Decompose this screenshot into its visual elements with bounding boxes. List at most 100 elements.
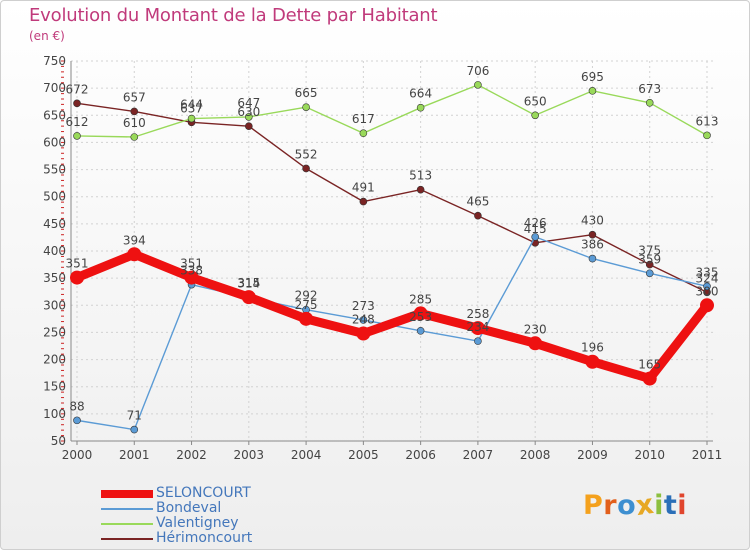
x-tick-label: 2004 xyxy=(291,448,322,462)
y-tick-label: 550 xyxy=(43,163,66,177)
data-label: 617 xyxy=(352,112,375,126)
x-tick-label: 2003 xyxy=(234,448,265,462)
legend-swatch xyxy=(101,508,153,510)
data-label: 285 xyxy=(409,292,432,306)
data-label: 234 xyxy=(466,320,489,334)
data-label: 71 xyxy=(127,409,142,423)
series-point xyxy=(645,260,654,269)
y-tick-label: 500 xyxy=(43,190,66,204)
data-label: 165 xyxy=(638,358,661,372)
logo-letter: o xyxy=(617,490,637,521)
y-tick-label: 250 xyxy=(43,325,66,339)
series-point xyxy=(703,282,711,291)
logo-letter: i xyxy=(677,490,688,521)
data-label: 630 xyxy=(237,105,260,119)
data-label: 248 xyxy=(352,313,375,327)
series-point xyxy=(642,371,657,386)
series-point xyxy=(73,99,81,108)
logo-letter: x xyxy=(634,488,657,523)
y-tick-label: 150 xyxy=(43,380,66,394)
data-label: 665 xyxy=(295,86,318,100)
data-label: 644 xyxy=(180,98,203,112)
series-point xyxy=(416,326,425,335)
series-point xyxy=(416,103,425,112)
data-label: 375 xyxy=(638,244,661,258)
x-tick-label: 2007 xyxy=(463,448,494,462)
series-point xyxy=(700,298,714,313)
series-point xyxy=(359,197,368,206)
series-point xyxy=(531,233,539,241)
y-tick-label: 50 xyxy=(51,434,66,448)
legend-label: Valentigney xyxy=(156,515,239,531)
series-point xyxy=(588,230,597,239)
x-tick-label: 2005 xyxy=(348,448,379,462)
series-point xyxy=(474,211,482,220)
series-point xyxy=(585,354,600,369)
y-tick-label: 200 xyxy=(43,353,66,367)
series-point xyxy=(241,290,256,305)
data-label: 275 xyxy=(295,298,318,312)
x-tick-label: 2009 xyxy=(577,448,608,462)
y-tick-label: 600 xyxy=(43,135,66,149)
series-point xyxy=(187,114,196,123)
data-label: 300 xyxy=(696,284,719,298)
series-point xyxy=(245,113,253,121)
series-point xyxy=(70,270,84,285)
data-label: 695 xyxy=(581,70,604,84)
series-point xyxy=(645,269,654,278)
legend-label: SELONCOURT xyxy=(156,485,251,501)
x-tick-label: 2008 xyxy=(520,448,551,462)
series-point xyxy=(245,122,253,130)
x-tick-label: 2000 xyxy=(62,448,93,462)
x-tick-label: 2006 xyxy=(405,448,436,462)
data-label: 610 xyxy=(123,116,146,130)
series-point xyxy=(184,270,199,285)
series-point xyxy=(130,107,139,116)
data-label: 465 xyxy=(466,195,489,209)
legend-swatch xyxy=(101,538,153,540)
data-label: 394 xyxy=(123,233,146,247)
data-label: 491 xyxy=(352,181,375,195)
data-label: 706 xyxy=(466,64,489,78)
y-tick-label: 750 xyxy=(43,54,66,68)
data-label: 673 xyxy=(638,82,661,96)
data-label: 324 xyxy=(696,271,719,285)
legend-swatch xyxy=(101,490,153,498)
data-label: 613 xyxy=(696,114,719,128)
data-label: 338 xyxy=(180,264,203,278)
data-label: 657 xyxy=(123,90,146,104)
logo-letter: i xyxy=(654,490,664,521)
series-point xyxy=(588,254,597,263)
legend-swatch xyxy=(101,523,153,525)
series-line-hérimoncourt xyxy=(76,102,708,293)
series-line-valentigney xyxy=(76,84,708,138)
logo-letter: t xyxy=(663,490,678,521)
x-tick-label: 2011 xyxy=(692,448,723,462)
proxiti-logo: Proxiti xyxy=(583,488,688,523)
series-point xyxy=(130,133,139,141)
chart-title: Evolution du Montant de la Dette par Hab… xyxy=(29,5,438,26)
series-point xyxy=(588,87,597,95)
legend-label: Bondeval xyxy=(156,500,222,516)
data-label: 426 xyxy=(524,216,547,230)
data-label: 647 xyxy=(237,96,260,110)
data-label: 230 xyxy=(524,322,547,336)
data-label: 552 xyxy=(295,147,318,161)
legend-label: Hérimoncourt xyxy=(156,530,253,546)
chart-subtitle: (en €) xyxy=(29,29,65,43)
logo-letter: P xyxy=(583,490,604,521)
data-label: 415 xyxy=(524,222,547,236)
x-tick-label: 2002 xyxy=(176,448,207,462)
data-label: 672 xyxy=(66,82,89,96)
logo-letter: r xyxy=(603,490,618,521)
data-label: 315 xyxy=(237,276,260,290)
data-label: 292 xyxy=(295,289,318,303)
x-tick-label: 2001 xyxy=(119,448,150,462)
y-tick-label: 650 xyxy=(43,108,66,122)
data-label: 386 xyxy=(581,238,604,252)
series-point xyxy=(299,311,314,326)
series-point xyxy=(359,129,368,137)
series-point xyxy=(73,416,81,425)
y-tick-label: 100 xyxy=(43,407,66,421)
